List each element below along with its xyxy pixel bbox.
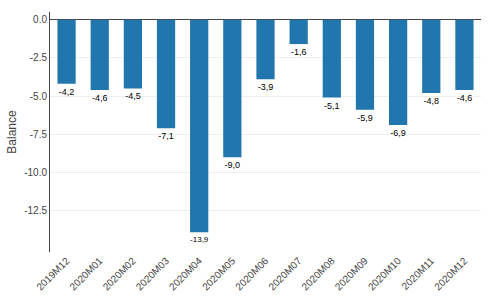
svg-text:2020M12: 2020M12 xyxy=(432,255,470,293)
svg-text:-10.0: -10.0 xyxy=(24,167,47,178)
svg-text:2020M08: 2020M08 xyxy=(299,255,337,293)
svg-text:-1,6: -1,6 xyxy=(291,47,307,57)
svg-text:Balance: Balance xyxy=(5,110,19,154)
svg-text:2020M03: 2020M03 xyxy=(134,255,172,293)
svg-text:2020M02: 2020M02 xyxy=(101,255,139,293)
svg-text:2020M07: 2020M07 xyxy=(266,255,304,293)
svg-text:-2.5: -2.5 xyxy=(30,52,48,63)
svg-text:2020M11: 2020M11 xyxy=(399,255,436,292)
svg-text:0.0: 0.0 xyxy=(33,14,47,25)
svg-text:-5,9: -5,9 xyxy=(357,113,373,123)
svg-text:-5.0: -5.0 xyxy=(30,91,48,102)
svg-text:2019M12: 2019M12 xyxy=(34,255,72,293)
svg-text:2020M06: 2020M06 xyxy=(233,255,271,293)
svg-text:2020M10: 2020M10 xyxy=(366,255,404,293)
svg-text:-3,9: -3,9 xyxy=(258,82,274,92)
svg-text:2020M09: 2020M09 xyxy=(333,255,371,293)
svg-text:-6,9: -6,9 xyxy=(390,128,406,138)
svg-text:-7.5: -7.5 xyxy=(30,129,48,140)
svg-text:-4,6: -4,6 xyxy=(92,93,108,103)
svg-text:-5,1: -5,1 xyxy=(324,101,340,111)
svg-text:-13,9: -13,9 xyxy=(190,235,209,244)
svg-text:2020M04: 2020M04 xyxy=(167,255,205,293)
svg-text:-4,2: -4,2 xyxy=(59,87,75,97)
svg-text:-4,8: -4,8 xyxy=(424,96,440,106)
svg-text:-4,5: -4,5 xyxy=(125,91,141,101)
svg-text:-9,0: -9,0 xyxy=(225,160,241,170)
svg-text:2020M05: 2020M05 xyxy=(200,255,238,293)
svg-text:-7,1: -7,1 xyxy=(158,131,174,141)
svg-text:-4,6: -4,6 xyxy=(457,93,473,103)
svg-text:-12.5: -12.5 xyxy=(24,205,47,216)
svg-text:2020M01: 2020M01 xyxy=(67,255,105,293)
